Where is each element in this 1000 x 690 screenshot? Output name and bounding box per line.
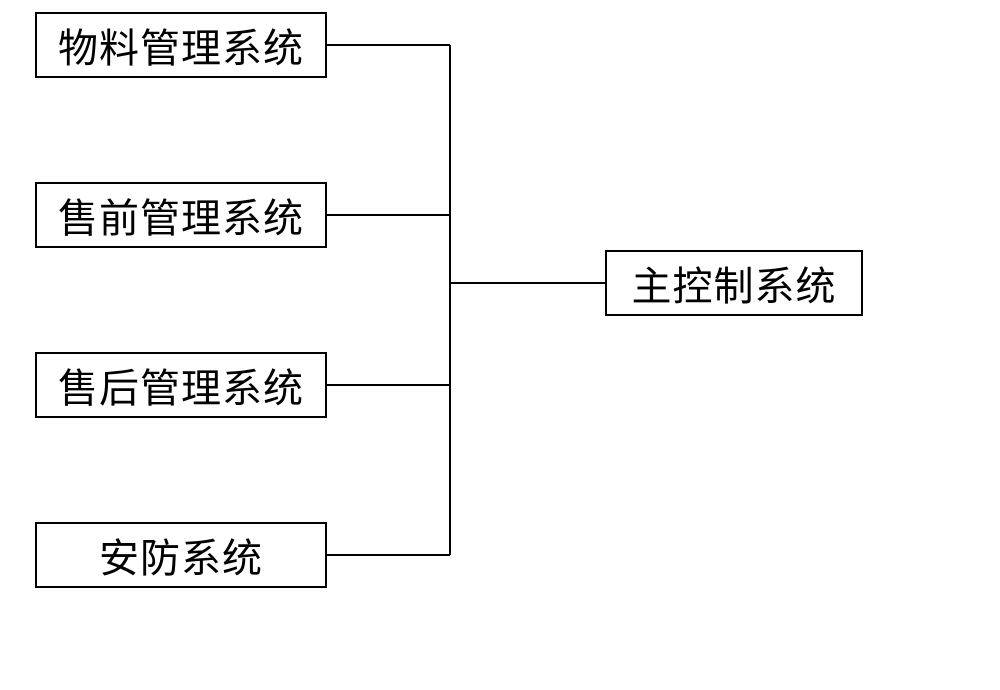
node-label: 售前管理系统 (58, 186, 304, 244)
diagram-canvas: 物料管理系统 售前管理系统 售后管理系统 安防系统 主控制系统 (0, 0, 1000, 690)
node-label: 安防系统 (99, 526, 263, 584)
node-aftersales-mgmt: 售后管理系统 (35, 352, 327, 418)
node-label: 售后管理系统 (58, 356, 304, 414)
node-main-control: 主控制系统 (605, 250, 863, 316)
node-presales-mgmt: 售前管理系统 (35, 182, 327, 248)
node-label: 物料管理系统 (58, 16, 304, 74)
node-material-mgmt: 物料管理系统 (35, 12, 327, 78)
node-security-system: 安防系统 (35, 522, 327, 588)
node-label: 主控制系统 (632, 254, 837, 312)
